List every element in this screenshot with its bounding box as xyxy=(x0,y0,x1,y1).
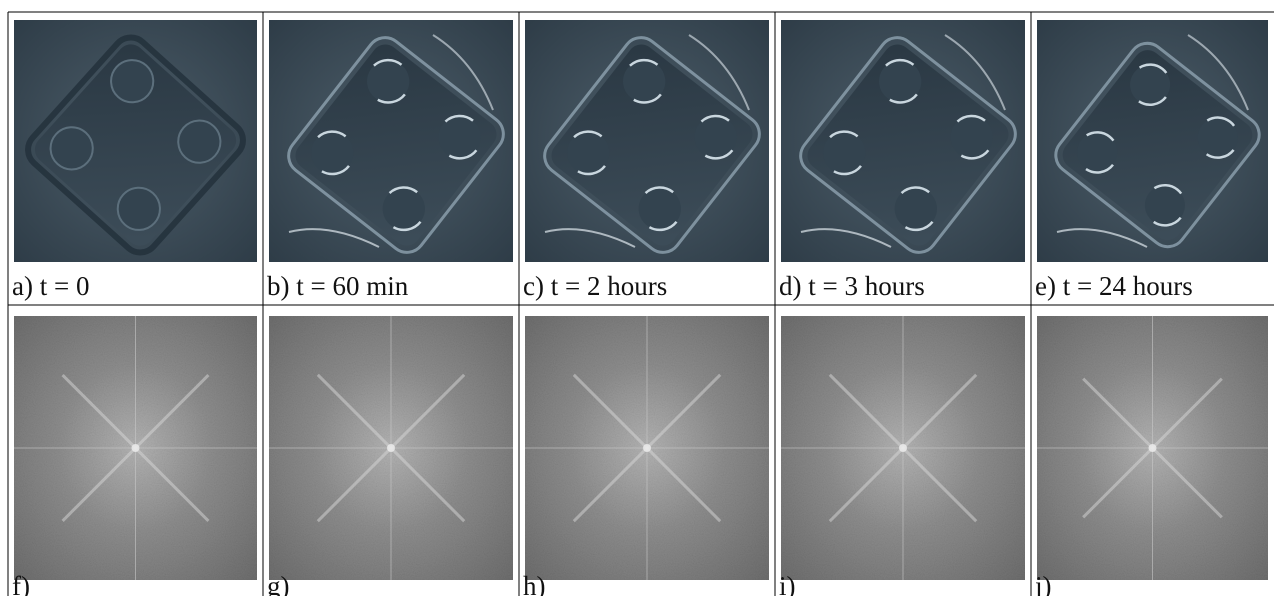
panel: j) xyxy=(1034,316,1268,596)
panel: c) t = 2 hours xyxy=(523,20,769,301)
panel: f) xyxy=(12,316,257,596)
panel-label: h) xyxy=(523,571,546,596)
fft-center xyxy=(1149,444,1157,452)
panel-label: b) t = 60 min xyxy=(267,271,409,301)
panel: e) t = 24 hours xyxy=(1035,20,1268,301)
panel-label: f) xyxy=(12,571,30,596)
panel-label: d) t = 3 hours xyxy=(779,271,925,301)
panel: b) t = 60 min xyxy=(267,20,513,301)
panel-label: c) t = 2 hours xyxy=(523,271,667,301)
panel-label: j) xyxy=(1034,571,1052,596)
figure: a) t = 0 b) t = 60 min c) t = 2 hours d) t … xyxy=(0,0,1274,596)
panel-label: e) t = 24 hours xyxy=(1035,271,1193,301)
fft-center xyxy=(643,444,651,452)
panel-label: g) xyxy=(267,571,290,596)
panel: d) t = 3 hours xyxy=(779,20,1025,301)
panel-label: i) xyxy=(779,571,796,596)
fft-center xyxy=(387,444,395,452)
fft-center xyxy=(899,444,907,452)
panel: a) t = 0 xyxy=(12,20,257,301)
panel-label: a) t = 0 xyxy=(12,271,89,301)
fft-center xyxy=(132,444,140,452)
panel: h) xyxy=(523,316,769,596)
panel: i) xyxy=(779,316,1025,596)
panel: g) xyxy=(267,316,513,596)
